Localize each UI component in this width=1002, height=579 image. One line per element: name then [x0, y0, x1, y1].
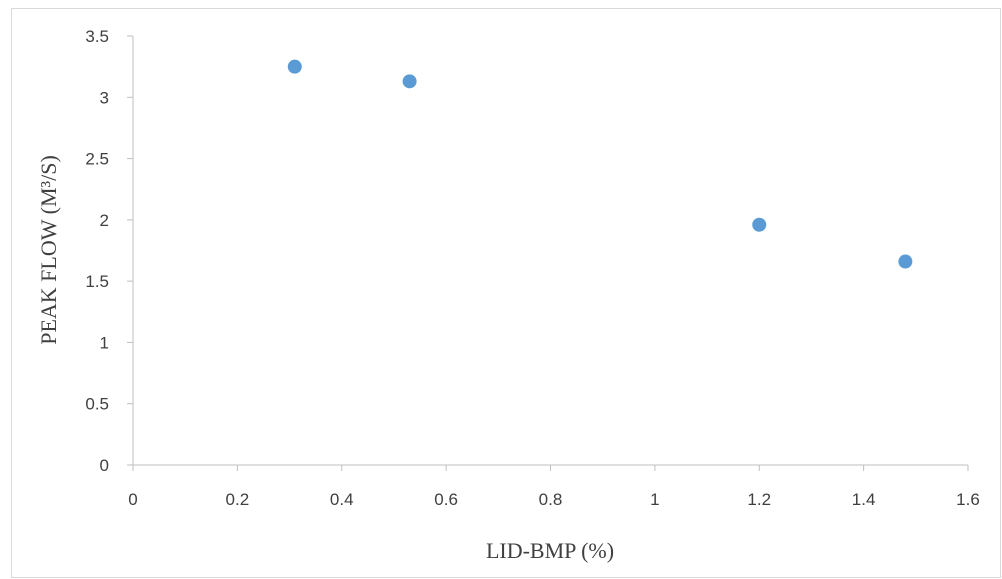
x-tick-label: 0: [128, 490, 137, 509]
x-tick-label: 1.4: [852, 490, 876, 509]
y-tick-labels: 0 0.5 1 1.5 2 2.5 3 3.5: [85, 27, 133, 475]
data-points: [287, 59, 913, 269]
y-tick-label: 3.5: [85, 27, 109, 46]
y-tick-label: 0.5: [85, 395, 109, 414]
data-point: [752, 217, 767, 232]
x-tick-labels: 0 0.2 0.4 0.6 0.8 1 1.2 1.4 1.6: [128, 465, 980, 509]
y-tick-label: 0: [100, 456, 109, 475]
y-tick-label: 2: [100, 211, 109, 230]
x-tick-label: 0.8: [539, 490, 563, 509]
x-tick-label: 0.2: [226, 490, 250, 509]
x-tick-label: 0.4: [330, 490, 354, 509]
data-point: [898, 254, 913, 269]
y-tick-label: 1.5: [85, 272, 109, 291]
x-tick-label: 1.2: [747, 490, 771, 509]
x-tick-label: 1.6: [956, 490, 980, 509]
y-tick-label: 3: [100, 88, 109, 107]
x-axis-title: LID-BMP (%): [486, 538, 614, 563]
data-point: [287, 59, 302, 74]
y-tick-label: 2.5: [85, 150, 109, 169]
x-tick-label: 0.6: [434, 490, 458, 509]
x-tick-label: 1: [650, 490, 659, 509]
y-axis-title: PEAK FLOW (M³/S): [36, 155, 61, 345]
y-tick-label: 1: [100, 333, 109, 352]
chart-frame: [11, 8, 1001, 578]
data-point: [402, 74, 417, 89]
